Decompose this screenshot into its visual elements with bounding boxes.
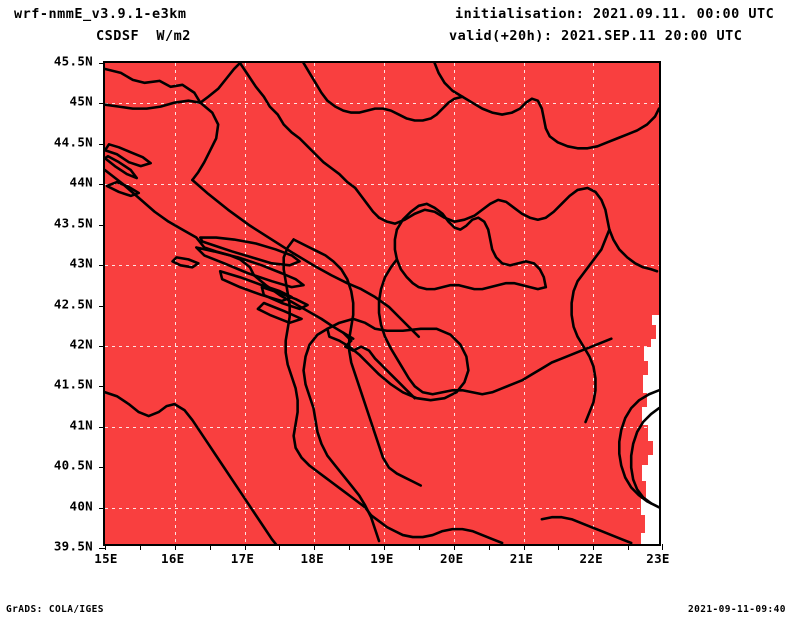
x-axis-labels: 15E 16E 17E 18E 19E 20E 21E 22E 23E	[0, 551, 800, 571]
gridline-lon	[663, 63, 664, 544]
valid-time: valid(+20h): 2021.SEP.11 20:00 UTC	[449, 28, 743, 44]
y-tick-label: 40.5N	[53, 457, 93, 473]
y-tick-label: 42N	[69, 336, 93, 352]
y-axis-labels: 45.5N 45N 44.5N 44N 43.5N 43N 42.5N 42N …	[0, 0, 103, 618]
y-tick-label: 40N	[69, 498, 93, 514]
x-tick-label: 17E	[230, 551, 255, 566]
x-tick-label: 19E	[370, 551, 394, 566]
generation-timestamp: 2021-09-11-09:40	[688, 604, 786, 615]
coastline-and-border-layer	[105, 63, 659, 544]
x-tick-label: 16E	[161, 551, 185, 566]
y-tick-label: 44.5N	[53, 134, 93, 150]
y-tick-label: 42.5N	[53, 296, 93, 311]
variable-title: CSDSF W/m2	[96, 28, 191, 44]
x-tick-label: 21E	[509, 551, 534, 566]
x-tick-label: 20E	[440, 551, 464, 566]
grads-attribution: GrADS: COLA/IGES	[6, 604, 104, 615]
initialisation-time: initialisation: 2021.09.11. 00:00 UTC	[455, 6, 775, 22]
y-tick-label: 45.5N	[53, 53, 93, 69]
y-tick-label: 41N	[69, 417, 93, 433]
x-tick-label: 18E	[300, 551, 324, 566]
x-tick-label: 23E	[646, 551, 670, 566]
map-plot-frame[interactable]	[99, 61, 664, 550]
x-tick-label: 15E	[94, 551, 118, 566]
model-title: wrf-nmmE_v3.9.1-e3km	[14, 6, 187, 22]
y-tick-label: 45N	[69, 93, 93, 109]
x-tick-label: 22E	[579, 551, 603, 566]
nodata-region	[639, 63, 659, 544]
y-tick-label: 44N	[69, 174, 93, 190]
y-tick-label: 43.5N	[53, 215, 93, 231]
y-tick-label: 43N	[69, 255, 93, 271]
y-tick-label: 41.5N	[53, 376, 93, 392]
y-tick-label: 39.5N	[53, 538, 93, 554]
